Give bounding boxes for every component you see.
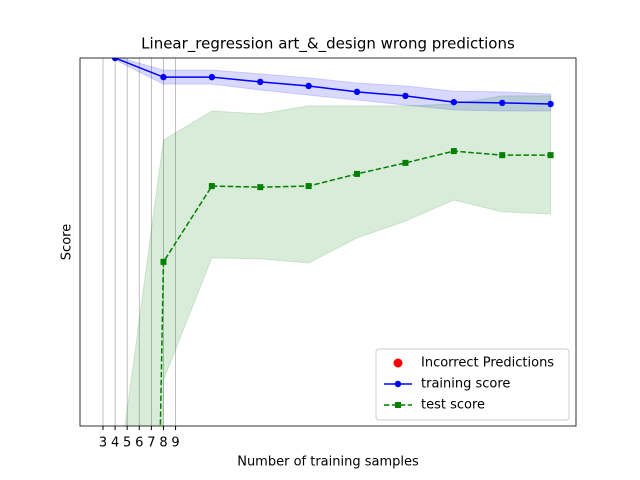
marker	[353, 88, 361, 96]
axes: 3 4 5 6 7 8 9 Incorrect Predictions training sco…	[79, 57, 577, 451]
legend-marker	[395, 402, 401, 408]
x-tick-label: 4	[111, 436, 119, 451]
y-axis-label: Score	[60, 224, 75, 260]
legend-marker	[393, 358, 403, 368]
marker	[257, 184, 264, 191]
marker	[547, 152, 554, 159]
axes-frame	[79, 57, 577, 427]
x-tick-label: 5	[123, 436, 131, 451]
legend-label: training score	[421, 377, 510, 392]
x-tick-label: 9	[171, 436, 179, 451]
x-tick-label: 3	[99, 436, 107, 451]
marker	[305, 82, 312, 90]
legend-label: Incorrect Predictions	[421, 356, 554, 371]
x-tick-label: 8	[159, 436, 167, 451]
marker	[208, 183, 215, 190]
legend-box	[375, 348, 570, 421]
marker	[402, 159, 409, 166]
marker	[499, 99, 506, 107]
marker	[160, 258, 167, 265]
plot-area	[102, 58, 554, 426]
legend-label: test score	[421, 398, 485, 413]
legend-marker	[394, 380, 402, 388]
marker	[160, 73, 167, 81]
marker	[450, 148, 457, 155]
chart-title: Linear_regression art_&_design wrong pre…	[141, 35, 515, 54]
marker	[499, 152, 506, 159]
marker	[354, 170, 361, 177]
marker	[402, 92, 409, 100]
band	[124, 95, 552, 426]
line	[159, 150, 551, 426]
marker	[111, 58, 119, 62]
marker	[257, 78, 264, 86]
marker	[305, 183, 312, 190]
x-axis-label: Number of training samples	[237, 455, 419, 470]
x-tick-label: 7	[147, 436, 155, 451]
marker	[450, 98, 458, 106]
line	[114, 58, 551, 105]
marker	[547, 100, 554, 108]
band	[114, 58, 552, 112]
marker	[208, 73, 216, 81]
x-tick-label: 6	[135, 436, 143, 451]
